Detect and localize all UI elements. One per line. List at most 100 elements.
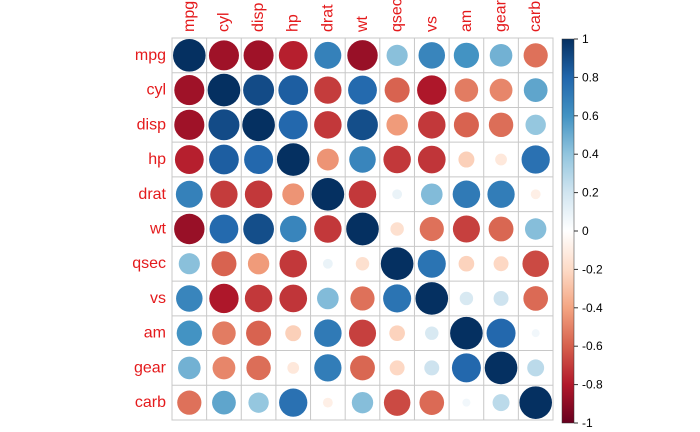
corr-circle-qsec-wt (355, 257, 370, 271)
row-label-cyl: cyl (146, 82, 166, 99)
corr-circle-cyl-carb (523, 78, 548, 102)
col-label-qsec: qsec (389, 0, 406, 32)
corr-circle-disp-gear (488, 112, 514, 138)
corr-circle-mpg-drat (314, 41, 342, 69)
corr-circle-am-mpg (176, 320, 202, 346)
corr-circle-wt-am (452, 215, 480, 243)
corr-circle-qsec-cyl (211, 251, 237, 277)
corr-circle-wt-mpg (174, 213, 205, 245)
colorbar-tick-label: -0.4 (582, 301, 603, 315)
corr-circle-carb-vs (419, 390, 445, 415)
corr-circle-disp-wt (347, 109, 378, 141)
colorbar-tick-label: -0.2 (582, 262, 603, 276)
corr-circle-mpg-gear (489, 44, 513, 67)
corr-circle-carb-qsec (383, 389, 411, 416)
corr-circle-disp-am (453, 112, 479, 138)
col-label-vs: vs (423, 16, 440, 32)
corr-circle-cyl-mpg (174, 75, 205, 106)
corr-circle-disp-qsec (386, 114, 408, 136)
corr-circle-cyl-wt (348, 75, 377, 105)
corr-circle-vs-am (459, 291, 474, 306)
corr-circle-am-qsec (389, 325, 405, 342)
corr-circle-qsec-qsec (380, 247, 414, 281)
col-label-disp: disp (250, 3, 267, 32)
corr-circle-hp-disp (244, 145, 274, 175)
row-label-wt: wt (149, 221, 167, 238)
corr-circle-gear-am (451, 353, 481, 383)
corr-circle-gear-carb (527, 359, 545, 377)
corr-circle-cyl-am (454, 78, 479, 102)
row-label-hp: hp (148, 151, 166, 168)
row-label-qsec: qsec (132, 255, 166, 272)
corr-circle-vs-gear (493, 290, 509, 306)
col-label-carb: carb (527, 1, 544, 32)
corr-circle-cyl-vs (417, 75, 447, 105)
corr-circle-carb-hp (279, 388, 308, 417)
col-label-hp: hp (285, 14, 302, 32)
corr-circle-drat-vs (420, 183, 443, 206)
corr-circle-cyl-drat (314, 76, 342, 104)
colorbar-tick-label: 0.2 (582, 186, 599, 200)
corr-circle-disp-hp (278, 110, 308, 140)
colorbar-tick-label: 1 (582, 32, 589, 46)
colorbar-tick-label: 0.8 (582, 70, 599, 84)
corr-circle-mpg-am (453, 42, 480, 68)
corr-circle-wt-gear (488, 216, 514, 242)
corr-circle-disp-vs (418, 111, 446, 139)
corr-circle-vs-wt (350, 286, 375, 311)
colorbar (561, 38, 575, 424)
corr-circle-wt-cyl (209, 214, 239, 244)
colorbar-tick-label: 0.4 (582, 147, 599, 161)
corr-circle-am-vs (425, 326, 439, 340)
col-label-wt: wt (354, 15, 371, 33)
col-label-mpg: mpg (181, 1, 198, 32)
corr-circle-mpg-disp (243, 40, 274, 71)
row-label-carb: carb (135, 394, 166, 411)
corr-circle-wt-vs (419, 216, 444, 242)
corr-circle-qsec-hp (279, 249, 307, 278)
corr-circle-gear-hp (287, 362, 300, 374)
corr-circle-drat-gear (487, 180, 515, 208)
corr-circle-hp-vs (417, 145, 446, 174)
corr-circle-mpg-carb (523, 43, 548, 68)
corr-circle-wt-wt (346, 212, 379, 246)
corr-circle-drat-drat (311, 177, 345, 211)
corr-circle-cyl-cyl (207, 73, 241, 107)
corr-circle-drat-hp (282, 183, 305, 206)
corr-circle-hp-hp (276, 143, 310, 176)
corr-circle-vs-qsec (383, 284, 412, 313)
corr-circle-mpg-wt (347, 40, 378, 71)
corr-circle-wt-qsec (390, 222, 404, 236)
corr-circle-wt-carb (524, 218, 547, 240)
corr-circle-wt-drat (314, 215, 342, 243)
corr-circle-carb-gear (492, 394, 510, 412)
col-label-drat: drat (319, 4, 336, 32)
colorbar-tick-label: 0 (582, 224, 589, 238)
corr-circle-qsec-mpg (178, 253, 200, 275)
corr-circle-drat-disp (244, 180, 273, 209)
corr-circle-cyl-gear (489, 78, 513, 102)
corr-circle-drat-cyl (210, 180, 238, 208)
corr-circle-drat-am (452, 180, 481, 209)
colorbar-tick-label: 0.6 (582, 109, 599, 123)
corr-circle-am-carb (531, 329, 540, 338)
corr-circle-mpg-qsec (386, 44, 408, 66)
corr-circle-qsec-vs (417, 249, 446, 278)
corr-circle-disp-disp (242, 108, 275, 142)
corr-circle-gear-disp (246, 355, 271, 381)
colorbar-tick-label: -1 (582, 416, 593, 430)
corr-circle-carb-drat (322, 397, 333, 408)
corr-circle-carb-am (462, 398, 471, 407)
corr-circle-cyl-disp (243, 74, 275, 106)
corr-circle-hp-am (458, 151, 475, 168)
corr-circle-gear-qsec (389, 360, 405, 376)
corr-circle-vs-cyl (209, 283, 239, 314)
corr-circle-hp-qsec (383, 145, 411, 174)
corr-circle-qsec-carb (522, 250, 549, 277)
corr-circle-vs-vs (415, 282, 449, 315)
row-label-gear: gear (134, 359, 167, 376)
row-label-am: am (144, 325, 166, 342)
corr-circle-hp-gear (495, 153, 507, 166)
row-label-vs: vs (150, 290, 166, 307)
